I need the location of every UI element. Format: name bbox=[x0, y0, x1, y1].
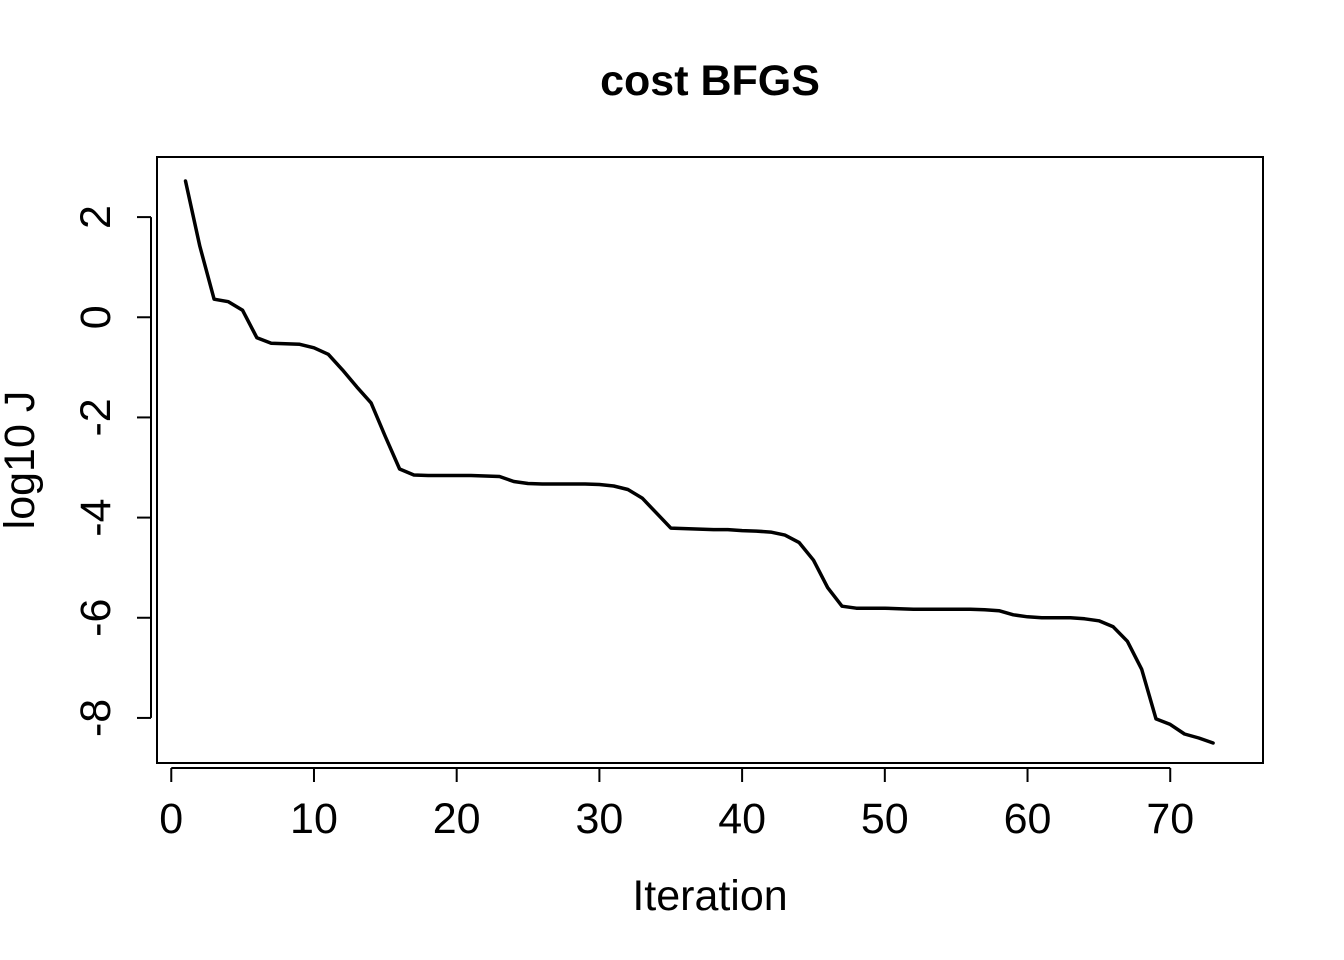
x-tick-label: 30 bbox=[575, 795, 623, 843]
y-tick-label: -8 bbox=[72, 699, 120, 737]
y-axis: 2 0 -2 -4 -6 -8 bbox=[72, 205, 152, 737]
x-axis-label: Iteration bbox=[632, 872, 787, 920]
y-tick-label: -2 bbox=[72, 398, 120, 436]
x-tick-label: 70 bbox=[1146, 795, 1194, 843]
x-tick-label: 10 bbox=[290, 795, 338, 843]
x-tick-label: 20 bbox=[433, 795, 481, 843]
cost-series-line bbox=[183, 179, 1215, 745]
plot-frame bbox=[156, 156, 1264, 764]
y-tick-label: 2 bbox=[72, 205, 120, 229]
x-tick-label: 0 bbox=[159, 795, 183, 843]
x-axis: 0 10 20 30 40 50 60 70 bbox=[159, 767, 1194, 843]
chart-title: cost BFGS bbox=[600, 57, 820, 105]
x-tick-label: 50 bbox=[861, 795, 909, 843]
y-axis-label: log10 J bbox=[0, 391, 44, 530]
x-tick-label: 60 bbox=[1004, 795, 1052, 843]
x-tick-label: 40 bbox=[718, 795, 766, 843]
y-tick-label: -6 bbox=[72, 599, 120, 637]
y-tick-label: -4 bbox=[72, 498, 120, 536]
y-tick-label: 0 bbox=[72, 305, 120, 329]
